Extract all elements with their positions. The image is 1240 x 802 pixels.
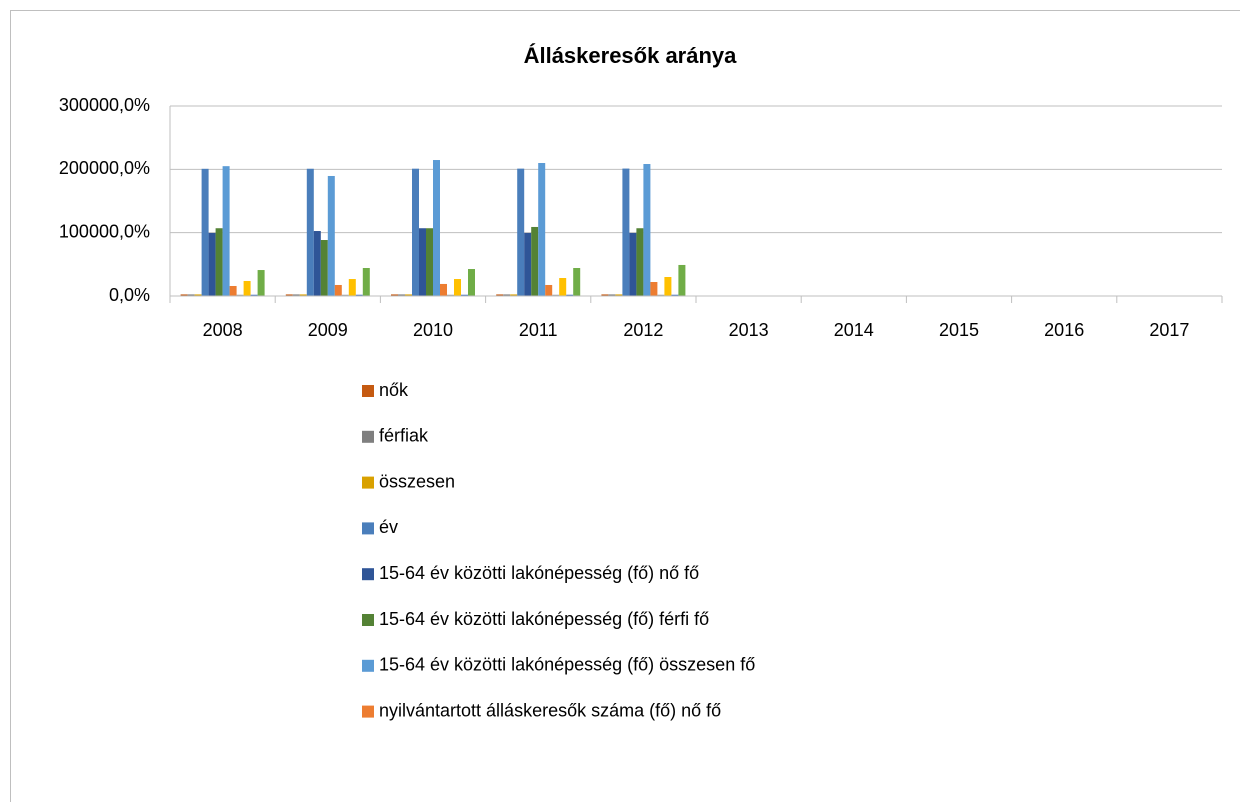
bar	[615, 294, 623, 296]
bar	[419, 228, 426, 296]
bar	[454, 279, 461, 296]
bar	[236, 294, 244, 296]
chart-frame	[10, 10, 1240, 802]
bar	[559, 278, 567, 296]
legend-swatch	[362, 614, 374, 626]
bar	[355, 294, 363, 296]
bar	[215, 228, 223, 296]
bar	[622, 168, 630, 296]
legend-swatch	[362, 476, 374, 489]
bar	[552, 294, 560, 296]
bar	[250, 294, 258, 296]
bar	[461, 294, 468, 296]
legend-label: nők	[379, 380, 409, 400]
bar	[608, 294, 616, 296]
bar	[194, 294, 202, 296]
legend-swatch	[362, 522, 374, 535]
legend-swatch	[362, 568, 374, 581]
bar	[531, 226, 539, 296]
bar	[348, 279, 356, 296]
y-tick-label: 200000,0%	[59, 158, 150, 178]
legend-swatch	[362, 430, 374, 443]
y-tick-label: 100000,0%	[59, 221, 150, 241]
bar	[180, 294, 188, 296]
chart-title: Álláskeresők aránya	[524, 43, 738, 68]
bar	[601, 294, 609, 296]
bar	[517, 168, 525, 296]
bar	[362, 268, 370, 296]
bar	[440, 283, 447, 296]
bar	[636, 228, 644, 296]
x-tick-label: 2012	[623, 320, 663, 340]
bar	[306, 168, 314, 296]
legend-label: nyilvántartott álláskeresők száma (fő) n…	[379, 700, 721, 720]
bar	[503, 294, 511, 296]
legend-label: 15-64 év közötti lakónépesség (fő) nő fő	[379, 563, 699, 583]
bar	[187, 294, 195, 296]
bar	[496, 294, 504, 296]
legend-label: férfiak	[379, 426, 429, 446]
legend-swatch	[362, 659, 374, 672]
bar	[657, 294, 665, 296]
bar	[257, 270, 265, 296]
bar	[664, 277, 672, 296]
bar	[243, 280, 251, 296]
bar	[222, 166, 230, 296]
bar	[643, 164, 651, 296]
bar	[426, 228, 433, 296]
legend-label: 15-64 év közötti lakónépesség (fő) férfi…	[379, 609, 709, 629]
x-tick-label: 2016	[1044, 320, 1084, 340]
bar	[573, 268, 581, 296]
bar	[341, 294, 349, 296]
bar	[447, 294, 454, 296]
legend-label: év	[379, 517, 398, 537]
bar	[545, 284, 553, 296]
bar	[327, 175, 335, 296]
bar	[538, 163, 546, 296]
legend-swatch	[362, 705, 374, 718]
bar	[433, 160, 440, 296]
y-tick-label: 300000,0%	[59, 95, 150, 115]
bar	[671, 294, 679, 296]
legend-label: összesen	[379, 471, 455, 491]
x-tick-label: 2009	[308, 320, 348, 340]
bar	[334, 284, 342, 296]
bar	[412, 168, 419, 296]
bar	[208, 232, 216, 296]
legend-swatch	[362, 385, 374, 397]
bar	[468, 269, 475, 296]
bar	[650, 282, 658, 296]
x-tick-label: 2011	[519, 320, 558, 340]
x-tick-label: 2015	[939, 320, 979, 340]
bar	[398, 294, 405, 296]
x-tick-label: 2010	[413, 320, 453, 340]
bar	[299, 294, 307, 296]
bar	[313, 231, 321, 296]
bar	[566, 294, 574, 296]
x-tick-label: 2008	[203, 320, 243, 340]
bar	[391, 294, 398, 296]
bar	[405, 294, 412, 296]
bar	[629, 232, 637, 296]
bar	[510, 294, 518, 296]
x-tick-label: 2017	[1149, 320, 1189, 340]
bar	[524, 232, 532, 296]
bar	[229, 285, 237, 296]
bar	[320, 240, 328, 296]
legend-label: 15-64 év közötti lakónépesség (fő) össze…	[379, 655, 755, 675]
bar	[201, 168, 209, 296]
y-tick-label: 0,0%	[109, 285, 150, 305]
bar	[285, 294, 293, 296]
bar	[292, 294, 300, 296]
x-tick-label: 2014	[834, 320, 874, 340]
bar	[678, 264, 686, 296]
x-tick-label: 2013	[729, 320, 769, 340]
